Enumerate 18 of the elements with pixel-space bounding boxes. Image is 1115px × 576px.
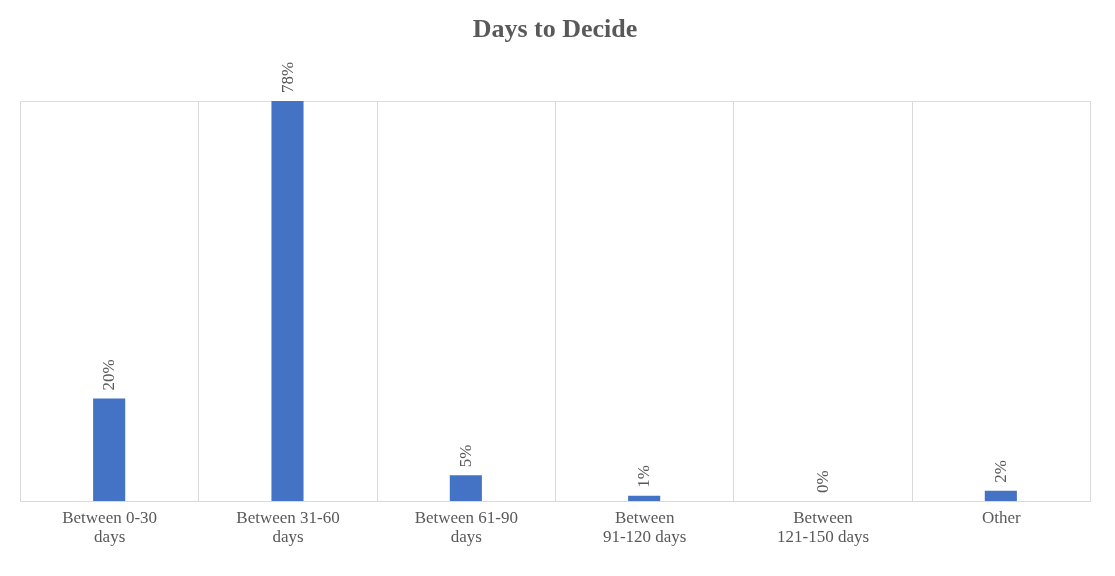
bar (93, 398, 126, 501)
data-label: 2% (990, 460, 1010, 483)
x-tick-label: Between 91-120 days (602, 507, 687, 546)
chart-title: Days to Decide (472, 13, 638, 43)
x-tick-label: Between 61-90 days (414, 507, 519, 546)
data-label: 78% (277, 61, 297, 93)
bar (449, 475, 482, 501)
x-tick-label: Between 0-30 days (62, 507, 158, 546)
x-tick-label: Other (981, 507, 1022, 527)
data-label: 0% (812, 470, 832, 493)
bar (984, 490, 1017, 501)
bar (628, 495, 661, 501)
data-label: 20% (99, 359, 119, 391)
bar (271, 101, 304, 501)
data-label: 5% (455, 444, 475, 468)
x-tick-label: Between 121-150 days (776, 507, 870, 546)
x-tick-label: Between 31-60 days (236, 507, 340, 546)
data-label: 1% (634, 465, 654, 488)
